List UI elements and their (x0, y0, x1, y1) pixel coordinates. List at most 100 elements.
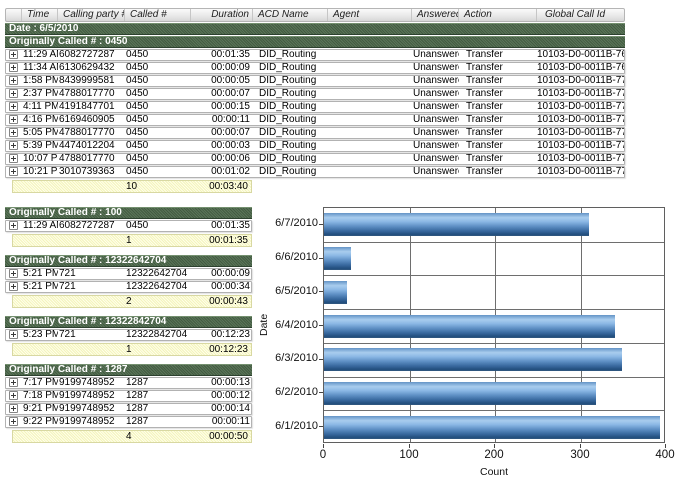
expand-plus-icon[interactable] (9, 89, 18, 98)
call-group: Originally Called # : 1287 7:17 PM 9199748… (5, 364, 252, 443)
cell-calling-party: 6082727287 (59, 221, 115, 231)
expand-plus-icon[interactable] (9, 282, 18, 291)
cell-called: 0450 (126, 167, 149, 177)
cell-time: 5:21 PM (23, 282, 58, 292)
expand-plus-icon[interactable] (9, 221, 18, 230)
expand-plus-icon[interactable] (9, 102, 18, 111)
expand-plus-icon[interactable] (9, 76, 18, 85)
cell-duration: 00:00:09 (211, 269, 250, 279)
cell-global-call-id: 10103-D0-0011B-778 (537, 141, 625, 151)
x-tick-400 (665, 444, 666, 448)
expand-plus-icon[interactable] (9, 330, 18, 339)
expand-cell (6, 76, 22, 86)
expand-plus-icon[interactable] (9, 167, 18, 176)
cell-calling-party: 4788017770 (59, 154, 115, 164)
cell-duration: 00:01:35 (211, 221, 250, 231)
cell-answered: Unanswered (413, 154, 459, 164)
cell-answered: Unanswered (413, 141, 459, 151)
cell-duration: 00:01:35 (211, 50, 250, 60)
call-row: 11:34 AM6130629432 0450 00:00:09 DID_Routin… (5, 62, 625, 74)
originally-called-group-header: Originally Called # : 0450 (5, 36, 625, 48)
cell-action: Transfer (466, 154, 503, 164)
call-row: 7:17 PM 9199748952 1287 00:00:13 (5, 377, 252, 389)
group-summary-row: 4 00:00:50 (12, 430, 252, 443)
cell-global-call-id: 10103-D0-0011B-768 (537, 50, 625, 60)
expand-plus-icon[interactable] (9, 391, 18, 400)
expand-plus-icon[interactable] (9, 115, 18, 124)
col-header-calling-party[interactable]: Calling party # (58, 9, 125, 21)
cell-duration: 00:00:03 (211, 141, 250, 151)
expand-plus-icon[interactable] (9, 141, 18, 150)
cell-time: 7:18 PM (23, 391, 58, 401)
group-summary-row: 1 00:12:23 (12, 343, 252, 356)
cell-calling-party: 4788017770 (59, 128, 115, 138)
cell-action: Transfer (466, 115, 503, 125)
expand-plus-icon[interactable] (9, 269, 18, 278)
summary-total-duration: 00:03:40 (209, 181, 248, 192)
call-row: 9:22 PM 9199748952 1287 00:00:11 (5, 416, 252, 428)
col-header-acd-name[interactable]: ACD Name (253, 9, 328, 21)
call-row: 4:11 PM 4191847701 0450 00:00:15 DID_Routing… (5, 101, 625, 113)
cell-action: Transfer (466, 128, 503, 138)
cell-calling-party: 721 (59, 269, 76, 279)
summary-spacer (13, 296, 125, 307)
cell-called: 0450 (126, 63, 149, 73)
col-header-answered[interactable]: Answered (412, 9, 459, 21)
x-tick-0 (323, 444, 324, 448)
cell-acd-name: DID_Routing (259, 63, 317, 73)
call-row: 7:18 PM 9199748952 1287 00:00:12 (5, 390, 252, 402)
col-header-called[interactable]: Called # (125, 9, 191, 21)
cell-duration: 00:00:13 (211, 378, 250, 388)
originally-called-group-header: Originally Called # : 12322642704 (5, 255, 252, 267)
x-tick-label-400: 400 (655, 449, 675, 461)
col-header-duration[interactable]: Duration (191, 9, 253, 21)
expand-plus-icon[interactable] (9, 404, 18, 413)
cell-called: 0450 (126, 141, 149, 151)
cell-global-call-id: 10103-D0-0011B-774 (537, 128, 625, 138)
bar-6/6/2010 (324, 247, 351, 270)
cell-acd-name: DID_Routing (259, 115, 317, 125)
cell-acd-name: DID_Routing (259, 102, 317, 112)
chart-x-axis-label: Count (479, 466, 509, 478)
cell-time: 2:37 PM (23, 89, 58, 99)
col-header-action[interactable]: Action (459, 9, 537, 21)
call-row: 1:58 PM 8439999581 0450 00:00:05 DID_Routing… (5, 75, 625, 87)
gridline-band (324, 343, 664, 344)
cell-action: Transfer (466, 50, 503, 60)
col-header-agent[interactable]: Agent (328, 9, 412, 21)
cell-action: Transfer (466, 102, 503, 112)
expand-plus-icon[interactable] (9, 128, 18, 137)
category-tick (319, 426, 323, 427)
cell-called: 1287 (126, 391, 149, 401)
cell-action: Transfer (466, 141, 503, 151)
cell-answered: Unanswered (413, 63, 459, 73)
gridline-band (324, 410, 664, 411)
cell-calling-party: 3010739363 (59, 167, 115, 177)
cell-agent (328, 167, 412, 177)
cell-agent (328, 128, 412, 138)
cell-called: 12322642704 (126, 269, 188, 279)
summary-spacer (13, 235, 125, 246)
date-group-header: Date : 6/5/2010 (5, 23, 625, 35)
cell-time: 1:58 PM (23, 76, 58, 86)
cell-answered: Unanswered (413, 102, 459, 112)
cell-duration: 00:12:23 (211, 330, 250, 340)
expand-plus-icon[interactable] (9, 63, 18, 72)
category-label-6/3/2010: 6/3/2010 (275, 352, 318, 364)
cell-calling-party: 4191847701 (59, 102, 115, 112)
cell-called: 12322842704 (126, 330, 188, 340)
call-row: 11:29 AM6082727287 0450 00:01:35 DID_Routin… (5, 49, 625, 61)
col-header-time[interactable]: Time (22, 9, 58, 21)
expand-plus-icon[interactable] (9, 417, 18, 426)
cell-calling-party: 4788017770 (59, 89, 115, 99)
expand-plus-icon[interactable] (9, 378, 18, 387)
expand-plus-icon[interactable] (9, 50, 18, 59)
cell-time: 5:21 PM (23, 269, 58, 279)
cell-agent (328, 50, 412, 60)
cell-answered: Unanswered (413, 128, 459, 138)
expand-plus-icon[interactable] (9, 154, 18, 163)
cell-global-call-id: 10103-D0-0011B-772 (537, 102, 625, 112)
col-header-global-call-id[interactable]: Global Call Id (545, 9, 606, 20)
cell-acd-name: DID_Routing (259, 141, 317, 151)
